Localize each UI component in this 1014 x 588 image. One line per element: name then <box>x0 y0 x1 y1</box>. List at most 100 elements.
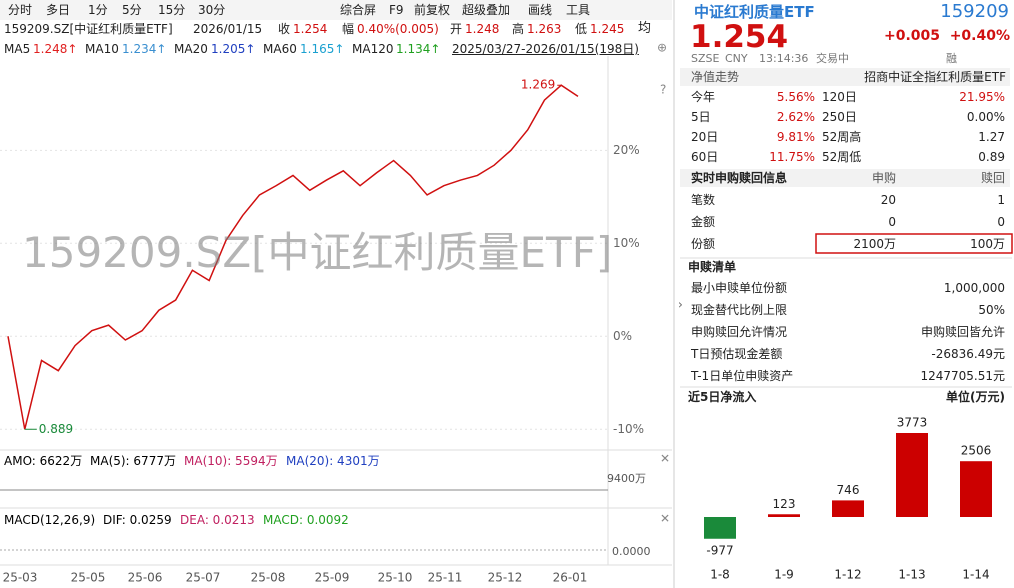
x-tick-label: 25-09 <box>315 571 350 585</box>
row-label: 最小申赎单位份额 <box>691 281 788 295</box>
price-line <box>7 84 579 430</box>
help-icon[interactable]: ? <box>660 83 666 97</box>
toolbar-button[interactable]: 工具 <box>566 3 591 17</box>
toolbar-button[interactable]: 30分 <box>198 3 226 17</box>
indicator-text: DEA: 0.0213 <box>180 513 255 527</box>
fund-full-name: 招商中证全指红利质量ETF <box>864 70 1006 84</box>
x-tick-label: 1-14 <box>962 568 989 582</box>
price: 1.254 <box>690 19 789 55</box>
bar <box>832 500 864 517</box>
toolbar-button[interactable]: 5分 <box>122 3 142 17</box>
section-title: 近5日净流入 <box>688 390 757 404</box>
side-button[interactable]: 均 <box>638 21 652 36</box>
toolbar-bg <box>0 0 672 20</box>
unit: 单位(万元) <box>946 390 1005 404</box>
collapse-arrow[interactable]: › <box>678 298 683 312</box>
toolbar-button[interactable]: 多日 <box>46 3 71 17</box>
row-value: 1,000,000 <box>943 281 1005 295</box>
section-title: 实时申购赎回信息 <box>691 171 788 185</box>
exchange: SZSE <box>691 52 720 65</box>
range: 2025/03/27-2026/01/15(198日) <box>452 42 639 56</box>
ma-name: MA5 <box>4 42 31 56</box>
bar <box>960 461 992 517</box>
toolbar-button[interactable]: 15分 <box>158 3 186 17</box>
macd-axis-label: 0.0000 <box>612 545 651 558</box>
row-label: 52周高 <box>822 130 862 144</box>
y-tick-label: 20% <box>613 143 640 157</box>
toolbar-button[interactable]: F9 <box>389 3 404 17</box>
toolbar-button[interactable]: 分时 <box>8 3 33 17</box>
fund-code: 159209 <box>940 1 1009 22</box>
toolbar-button[interactable]: 前复权 <box>414 3 451 17</box>
x-tick-label: 25-12 <box>488 571 523 585</box>
watermark: 159209.SZ[中证红利质量ETF] <box>22 228 613 277</box>
toolbar-button[interactable]: 1分 <box>88 3 108 17</box>
column-header: 赎回 <box>980 171 1005 185</box>
quote-value: 1.263 <box>527 22 562 36</box>
section-title: 净值走势 <box>691 70 740 84</box>
bar-label: 3773 <box>897 416 928 430</box>
ma-value: 1.205↑ <box>211 42 256 56</box>
change: +0.005 <box>883 28 940 44</box>
quote-value: 1.248 <box>465 22 500 36</box>
badge: 融 <box>946 52 957 65</box>
quote-label: 高 <box>512 22 525 36</box>
quote-date: 2026/01/15 <box>193 22 263 36</box>
bar <box>768 514 800 517</box>
row-label: 份额 <box>691 237 716 251</box>
close-icon[interactable]: ✕ <box>660 512 670 526</box>
row-value: 9.81% <box>776 130 815 144</box>
close-icon[interactable]: ✕ <box>660 452 670 466</box>
row-label: 5日 <box>691 110 711 124</box>
bar-label: 2506 <box>961 444 992 458</box>
row-value: 100万 <box>970 237 1005 251</box>
indicator-text: MA(10): 5594万 <box>184 454 278 468</box>
x-tick-label: 1-13 <box>898 568 925 582</box>
status: 交易中 <box>816 52 849 65</box>
row-value: 0.89 <box>978 150 1005 164</box>
volume-axis-label: 9400万 <box>607 472 646 485</box>
y-tick-label: 10% <box>613 236 640 250</box>
currency: CNY <box>725 52 748 65</box>
row-value: 20 <box>880 193 896 207</box>
row-label: 120日 <box>822 90 857 104</box>
section-bg <box>680 169 1010 187</box>
bar <box>896 433 928 517</box>
toolbar-button[interactable]: 超级叠加 <box>462 3 511 17</box>
ma-value: 1.134↑ <box>396 42 441 56</box>
ma-name: MA10 <box>85 42 119 56</box>
x-tick-label: 25-03 <box>3 571 38 585</box>
row-label: 60日 <box>691 150 719 164</box>
x-tick-label: 26-01 <box>553 571 588 585</box>
x-tick-label: 25-06 <box>128 571 163 585</box>
y-tick-label: -10% <box>613 422 644 436</box>
column-header: 申购 <box>871 171 896 185</box>
quote-value: 0.40%(0.005) <box>357 22 439 36</box>
row-value: 1247705.51元 <box>920 369 1005 383</box>
row-label: 金额 <box>691 215 716 229</box>
x-tick-label: 25-05 <box>71 571 106 585</box>
annotation: 0.889 <box>39 422 73 436</box>
row-value: 1 <box>997 193 1005 207</box>
toolbar-button[interactable]: 画线 <box>528 3 553 17</box>
toolbar-button[interactable]: 综合屏 <box>340 3 377 17</box>
quote-name: 159209.SZ[中证红利质量ETF] <box>4 22 173 36</box>
row-value: 21.95% <box>959 90 1005 104</box>
indicator-text: MACD: 0.0092 <box>263 513 349 527</box>
add-icon[interactable]: ⊕ <box>657 41 667 55</box>
row-label: 笔数 <box>691 193 716 207</box>
row-value: -26836.49元 <box>931 347 1005 361</box>
row-label: 52周低 <box>822 150 862 164</box>
x-tick-label: 25-07 <box>186 571 221 585</box>
indicator-text: MACD(12,26,9) <box>4 513 96 527</box>
row-value: 申购赎回皆允许 <box>920 325 1005 339</box>
x-tick-label: 25-08 <box>251 571 286 585</box>
ma-value: 1.165↑ <box>300 42 345 56</box>
bar <box>704 517 736 539</box>
section-bg <box>680 68 1010 86</box>
ma-value: 1.234↑ <box>122 42 167 56</box>
x-tick-label: 1-12 <box>834 568 861 582</box>
fund-name: 中证红利质量ETF <box>694 3 815 21</box>
